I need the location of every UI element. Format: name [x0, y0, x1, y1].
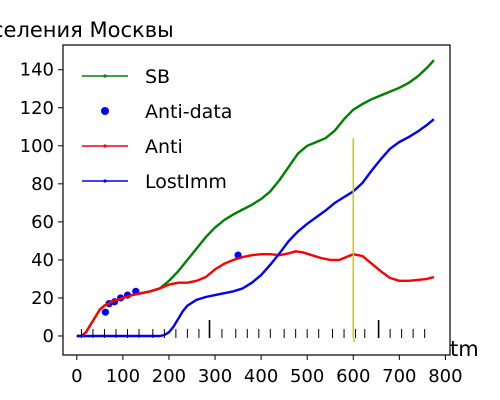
series-layer [76, 59, 435, 342]
chart-title: селения Москвы [0, 18, 174, 42]
x-tick-label: 600 [336, 366, 370, 387]
plot-frame [62, 44, 451, 356]
series-line-anti [76, 250, 435, 338]
x-axis: 0 100 200 300 400 500 600 700 800 [71, 355, 463, 387]
x-tick-label: 400 [244, 366, 278, 387]
plot-area [62, 44, 451, 356]
series-line-lostimm [76, 118, 435, 338]
x-tick-label: 200 [152, 366, 186, 387]
legend-dot-sb [103, 74, 107, 78]
legend-label-sb: SB [145, 66, 170, 88]
y-tick-label: 140 [20, 60, 54, 81]
x-tick-label: 0 [71, 366, 82, 387]
x-tick-label: 700 [382, 366, 416, 387]
legend-label-anti-data: Anti-data [145, 101, 232, 123]
y-tick-label: 20 [31, 288, 54, 309]
x-tick-label: 100 [106, 366, 140, 387]
y-tick-label: 0 [43, 326, 54, 347]
legend-dot-lostimm [103, 179, 107, 183]
legend-marker-anti-data [101, 107, 109, 115]
x-marks-layer [80, 319, 426, 338]
series-line-marker-line [352, 138, 355, 342]
legend-label-lostimm: LostImm [145, 171, 227, 193]
x-tick-label: 300 [198, 366, 232, 387]
y-tick-label: 100 [20, 136, 54, 157]
point-anti-data [101, 308, 109, 316]
y-tick-label: 120 [20, 98, 54, 119]
y-tick-label: 60 [31, 212, 54, 233]
x-axis-label: tm [450, 337, 479, 361]
y-tick-label: 40 [31, 250, 54, 271]
x-tick-label: 800 [428, 366, 462, 387]
legend-dot-anti [103, 144, 107, 148]
x-tick-label: 500 [290, 366, 324, 387]
y-axis: 0 20 40 60 80 100 120 140 [20, 60, 63, 347]
legend: SB Anti-data Anti LostImm [82, 66, 232, 193]
legend-label-anti: Anti [145, 136, 183, 158]
y-tick-label: 80 [31, 174, 54, 195]
